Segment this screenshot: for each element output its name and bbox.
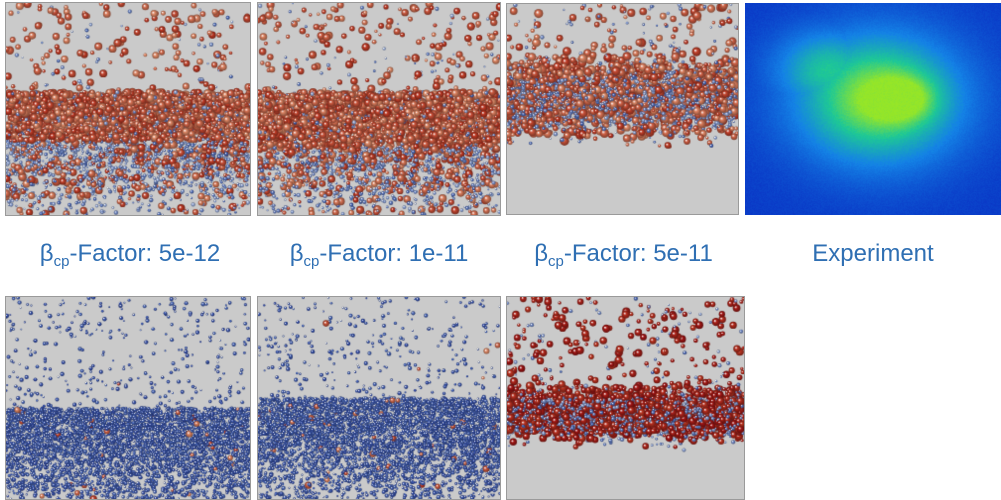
- caption-experiment: Experiment: [812, 240, 934, 267]
- sim-panel-bottom-1: [5, 296, 251, 500]
- particle-render-top-3: [507, 4, 738, 214]
- sim-panel-bottom-2: [257, 296, 501, 500]
- experiment-panel: [745, 3, 1001, 215]
- sim-panel-top-1: [5, 2, 251, 216]
- particle-render-bottom-3: [507, 297, 744, 499]
- caption-factor-5e-12: βcp-Factor: 5e-12: [39, 240, 221, 270]
- caption-factor-5e-11: βcp-Factor: 5e-11: [534, 240, 713, 270]
- sim-panel-top-2: [257, 2, 501, 216]
- particle-render-top-1: [6, 3, 250, 215]
- particle-render-bottom-2: [258, 297, 500, 499]
- caption-factor-1e-11: βcp-Factor: 1e-11: [289, 240, 469, 270]
- particle-render-bottom-1: [6, 297, 250, 499]
- sim-panel-top-3: [506, 3, 739, 215]
- particle-render-top-2: [258, 3, 500, 215]
- sim-panel-bottom-3: [506, 296, 745, 500]
- experiment-heatmap: [745, 3, 1001, 215]
